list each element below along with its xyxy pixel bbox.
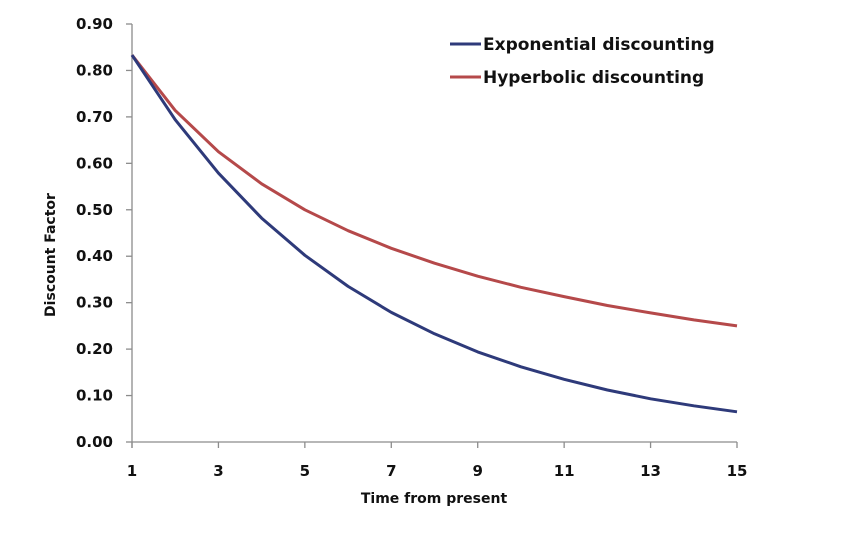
x-tick-label: 3 bbox=[213, 462, 223, 480]
legend-item-exponential: Exponential discounting bbox=[450, 35, 715, 55]
series-line-exponential bbox=[130, 54, 738, 414]
legend: Exponential discounting Hyperbolic disco… bbox=[450, 35, 715, 88]
series-line-hyperbolic bbox=[130, 54, 738, 328]
x-tick-label: 15 bbox=[727, 462, 748, 480]
y-tick-label: 0.30 bbox=[76, 294, 113, 312]
y-tick-label: 0.70 bbox=[76, 108, 113, 126]
x-tick-label: 7 bbox=[386, 462, 396, 480]
y-tick-label: 0.00 bbox=[76, 433, 113, 451]
y-tick-label: 0.50 bbox=[76, 201, 113, 219]
series-lines bbox=[130, 54, 738, 414]
x-tick-label: 5 bbox=[300, 462, 310, 480]
x-tick-label: 13 bbox=[640, 462, 661, 480]
y-tick-label: 0.10 bbox=[76, 387, 113, 405]
y-tick-label: 0.60 bbox=[76, 154, 113, 172]
x-axis: 1 3 5 7 9 11 13 15 bbox=[127, 441, 748, 480]
y-tick-label: 0.40 bbox=[76, 247, 113, 265]
y-tick-label: 0.80 bbox=[76, 61, 113, 79]
y-tick-label: 0.90 bbox=[76, 15, 113, 33]
y-axis: 0.00 0.10 0.20 0.30 0.40 0.50 0.60 0.70 0.80 0.90 bbox=[76, 15, 133, 451]
legend-label-hyperbolic: Hyperbolic discounting bbox=[483, 68, 704, 88]
x-tick-label: 1 bbox=[127, 462, 137, 480]
x-axis-title: Time from present bbox=[361, 491, 508, 507]
y-tick-label: 0.20 bbox=[76, 340, 113, 358]
legend-label-exponential: Exponential discounting bbox=[483, 35, 715, 55]
x-tick-label: 9 bbox=[472, 462, 482, 480]
legend-item-hyperbolic: Hyperbolic discounting bbox=[450, 68, 704, 88]
x-tick-label: 11 bbox=[554, 462, 575, 480]
y-axis-title: Discount Factor bbox=[43, 193, 59, 317]
